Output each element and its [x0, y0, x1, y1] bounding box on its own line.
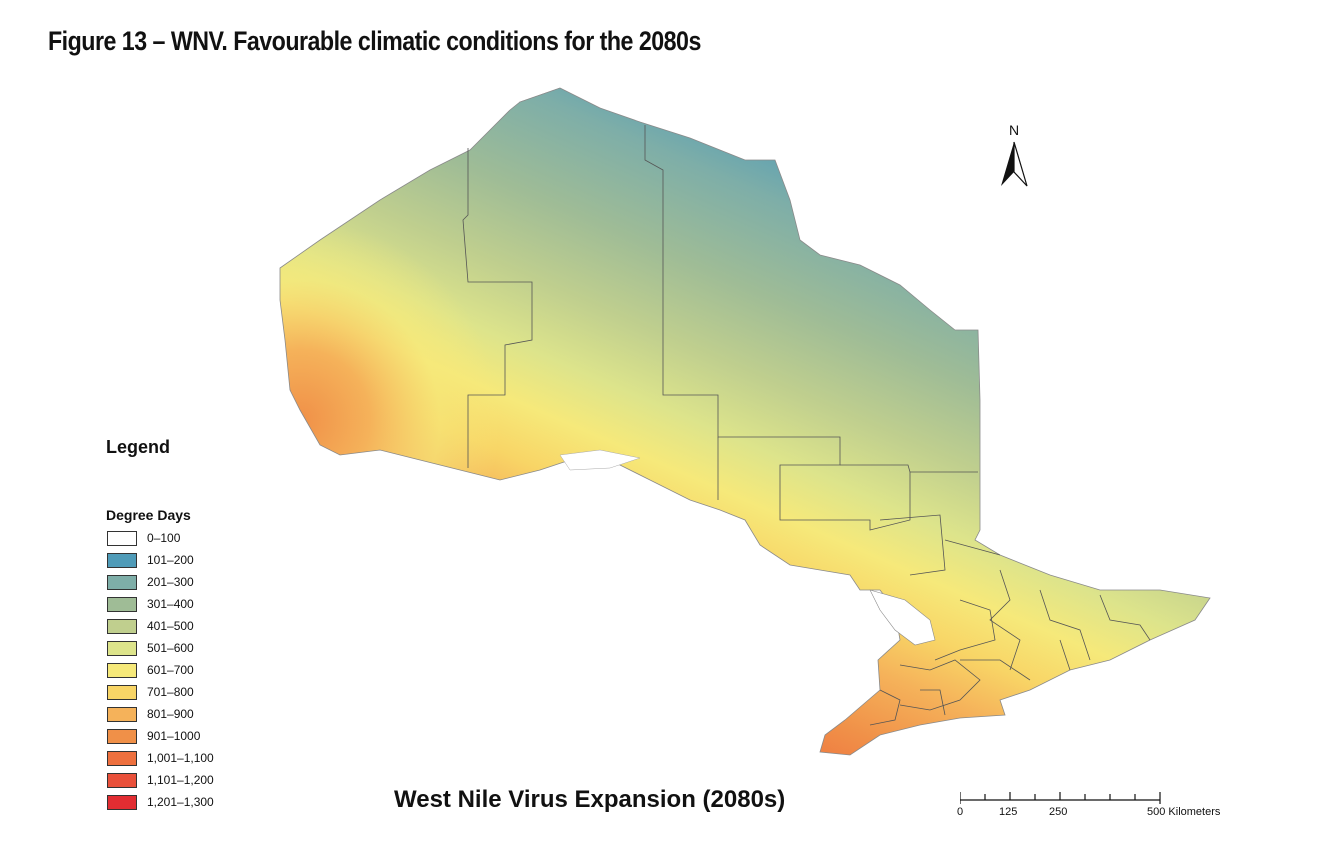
scale-label-0: 0: [957, 806, 964, 818]
legend-label: 801–900: [147, 707, 194, 721]
legend-label: 601–700: [147, 663, 194, 677]
legend-swatch: [107, 552, 137, 568]
north-arrow: N: [996, 122, 1032, 192]
district-boundaries: [462, 125, 1151, 726]
lake-huron: [869, 589, 936, 646]
legend-item: 201–300: [107, 571, 214, 593]
legend-item: 101–200: [107, 549, 214, 571]
legend-swatch: [107, 794, 137, 810]
scale-bar-ruler: [960, 792, 1161, 804]
legend-list: 0–100 101–200 201–300 301–400 401–500 50…: [107, 527, 214, 813]
legend-title: Legend: [106, 437, 171, 457]
legend-swatch: [107, 684, 137, 700]
legend-subtitle: Degree Days: [106, 507, 191, 523]
legend-item: 401–500: [107, 615, 214, 637]
legend-swatch: [107, 706, 137, 722]
legend-swatch: [107, 618, 137, 634]
legend-label: 401–500: [147, 619, 194, 633]
legend-swatch: [107, 662, 137, 678]
legend-item: 1,101–1,200: [107, 769, 214, 791]
scale-label-250: 250: [1049, 806, 1068, 818]
degree-day-zones: [280, 88, 1210, 755]
legend-label: 0–100: [147, 531, 181, 545]
legend-label: 301–400: [147, 597, 194, 611]
legend-label: 1,101–1,200: [147, 773, 214, 787]
legend-swatch: [107, 728, 137, 744]
lake-superior-shore: [559, 449, 641, 471]
province-outline: [279, 87, 1211, 756]
map-title: West Nile Virus Expansion (2080s): [394, 786, 786, 813]
legend-item: 1,001–1,100: [107, 747, 214, 769]
north-arrow-icon: [1001, 141, 1028, 187]
legend-swatch: [107, 750, 137, 766]
scale-label-125: 125: [999, 806, 1018, 818]
legend-label: 901–1000: [147, 729, 201, 743]
legend-item: 501–600: [107, 637, 214, 659]
legend-item: 0–100: [107, 527, 214, 549]
legend-label: 701–800: [147, 685, 194, 699]
legend-label: 501–600: [147, 641, 194, 655]
legend-swatch: [107, 574, 137, 590]
legend-swatch: [107, 530, 137, 546]
legend-item: 801–900: [107, 703, 214, 725]
legend-item: 901–1000: [107, 725, 214, 747]
legend-label: 101–200: [147, 553, 194, 567]
legend-label: 1,001–1,100: [147, 751, 214, 765]
legend-item: 1,201–1,300: [107, 791, 214, 813]
north-label: N: [1008, 122, 1020, 138]
legend-item: 301–400: [107, 593, 214, 615]
legend-swatch: [107, 772, 137, 788]
figure-title: Figure 13 – WNV. Favourable climatic con…: [48, 26, 701, 56]
legend-label: 201–300: [147, 575, 194, 589]
scale-bar: 0 125 250 500 Kilometers: [950, 790, 1250, 826]
legend-label: 1,201–1,300: [147, 795, 214, 809]
legend-swatch: [107, 640, 137, 656]
legend-item: 601–700: [107, 659, 214, 681]
scale-label-500: 500 Kilometers: [1147, 806, 1221, 818]
legend-item: 701–800: [107, 681, 214, 703]
legend-swatch: [107, 596, 137, 612]
